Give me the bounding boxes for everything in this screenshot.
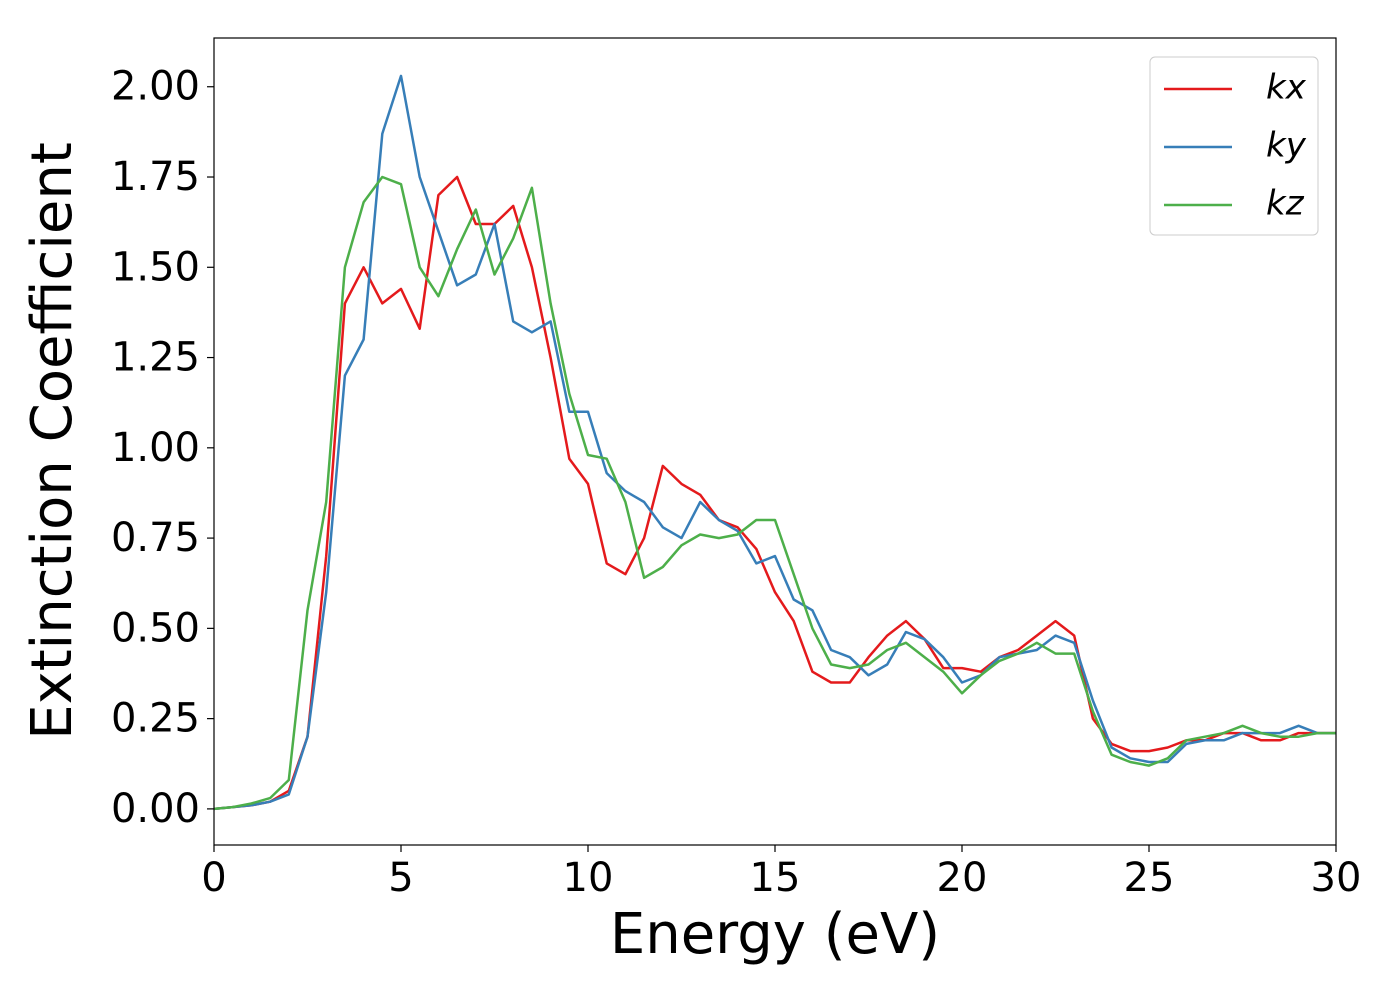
legend-label: ky [1266, 126, 1307, 166]
series-line [214, 175, 1336, 811]
x-tick-label: 5 [388, 855, 413, 901]
y-tick-label: 1.00 [111, 425, 200, 471]
x-tick-label: 15 [750, 855, 801, 901]
series-line [214, 74, 1336, 811]
y-tick-label: 0.75 [111, 515, 200, 561]
x-tick-label: 10 [563, 855, 614, 901]
y-tick-label: 0.25 [111, 696, 200, 742]
y-tick-label: 0.00 [111, 786, 200, 832]
y-tick-label: 0.50 [111, 605, 200, 651]
x-tick-label: 30 [1311, 855, 1362, 901]
series-line [214, 175, 1336, 811]
x-axis-label: Energy (eV) [610, 902, 940, 967]
y-tick-label: 1.25 [111, 335, 200, 381]
y-tick-label: 1.75 [111, 154, 200, 200]
y-tick-label: 1.50 [111, 244, 200, 290]
x-tick-label: 0 [201, 855, 226, 901]
y-tick-label: 2.00 [111, 64, 200, 110]
y-axis-label: Extinction Coefficient [20, 142, 85, 740]
x-tick-label: 25 [1124, 855, 1175, 901]
x-tick-label: 20 [937, 855, 988, 901]
legend-label: kz [1266, 184, 1305, 224]
legend-box [1149, 56, 1319, 236]
legend-label: kx [1266, 68, 1307, 108]
plot-frame [213, 37, 1337, 846]
